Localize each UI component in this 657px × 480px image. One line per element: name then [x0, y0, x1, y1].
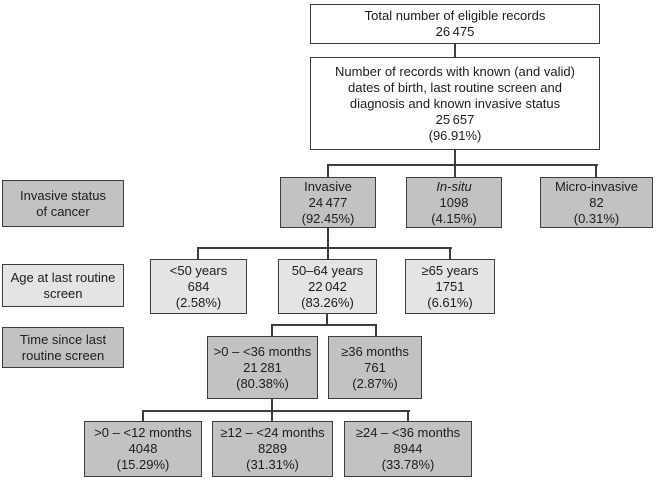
row-label-text: routine screen: [21, 347, 105, 363]
node-count: 21 281: [243, 359, 282, 375]
node-percent: (92.45%): [301, 210, 355, 226]
row-label-invasive-status: Invasive status of cancer: [2, 180, 124, 227]
node-valid-count: 25 657: [435, 111, 475, 127]
node-label: ≥12 – <24 months: [220, 425, 325, 440]
connector-row3-horizontal: [327, 164, 598, 166]
connector-months-horizontal: [142, 410, 410, 412]
node-percent: (31.31%): [246, 457, 299, 472]
row-label-text: Invasive status: [20, 187, 106, 203]
connector-age5064-down: [326, 314, 328, 326]
node-label: >0 – <36 months: [213, 343, 312, 359]
connector-age-right-stub: [449, 247, 451, 259]
node-months-0-12: >0 – <12 months 4048 (15.29%): [84, 421, 202, 477]
node-age-under-50: <50 years 684 (2.58%): [150, 259, 247, 314]
connector-months-mid-stub: [271, 410, 273, 421]
node-count: 1751: [435, 278, 465, 294]
node-label: In-situ: [436, 178, 472, 194]
row-label-text: Age at last routine: [10, 269, 116, 285]
node-total-label: Total number of eligible records: [364, 8, 546, 23]
row-label-text: of cancer: [36, 203, 90, 219]
node-count: 8289: [258, 441, 287, 456]
connector-invasive-down: [327, 228, 329, 249]
node-percent: (4.15%): [431, 210, 477, 226]
node-label: ≥36 months: [341, 343, 409, 359]
connector-time-right-stub: [375, 324, 377, 336]
node-time-0-36: >0 – <36 months 21 281 (80.38%): [207, 336, 318, 399]
connector-row3-left-stub: [327, 164, 329, 177]
node-total-records: Total number of eligible records 26 475: [310, 4, 600, 44]
connector-age-left-stub: [197, 247, 199, 259]
row-label-text: screen: [43, 285, 83, 301]
node-label: 50–64 years: [291, 262, 364, 278]
connector-months-right-stub: [407, 410, 409, 421]
connector-row3-right-stub: [595, 164, 597, 177]
connector-time-horizontal: [271, 324, 377, 326]
node-count: 4048: [128, 441, 158, 456]
node-valid-line: Number of records with known (and valid): [335, 63, 575, 79]
row-label-text: Time since last: [19, 331, 107, 347]
node-percent: (83.26%): [301, 294, 354, 310]
node-percent: (2.58%): [175, 294, 222, 310]
node-percent: (6.61%): [427, 294, 473, 310]
node-valid-percent: (96.91%): [428, 127, 482, 143]
row-label-time: Time since last routine screen: [2, 327, 124, 368]
node-label: Micro-invasive: [554, 178, 639, 194]
node-invasive: Invasive 24 477 (92.45%): [280, 177, 376, 228]
node-valid-records: Number of records with known (and valid)…: [310, 57, 600, 150]
node-percent: (80.38%): [236, 375, 289, 391]
node-percent: (15.29%): [116, 457, 170, 472]
node-count: 24 477: [308, 194, 348, 210]
node-time-36-plus: ≥36 months 761 (2.87%): [328, 336, 422, 399]
node-label: <50 years: [169, 262, 228, 278]
node-label: ≥65 years: [421, 262, 479, 278]
node-age-65-plus: ≥65 years 1751 (6.61%): [405, 259, 495, 314]
connector-total-valid: [454, 44, 456, 58]
connector-row3-mid-stub: [454, 164, 456, 177]
node-valid-line: dates of birth, last routine screen and: [348, 79, 562, 95]
node-months-24-36: ≥24 – <36 months 8944 (33.78%): [344, 421, 472, 477]
node-total-count: 26 475: [435, 24, 475, 39]
node-label: >0 – <12 months: [94, 425, 192, 440]
node-count: 1098: [439, 194, 469, 210]
node-label: ≥24 – <36 months: [355, 425, 461, 440]
node-months-12-24: ≥12 – <24 months 8289 (31.31%): [212, 421, 333, 477]
node-in-situ: In-situ 1098 (4.15%): [406, 177, 502, 228]
connector-time036-down: [271, 399, 273, 412]
connector-age-mid-stub: [327, 247, 329, 259]
connector-time-left-stub: [271, 324, 273, 336]
node-age-50-64: 50–64 years 22 042 (83.26%): [278, 259, 377, 314]
node-percent: (33.78%): [381, 457, 435, 472]
node-count: 82: [589, 194, 604, 210]
row-label-age: Age at last routine screen: [2, 264, 124, 307]
node-count: 22 042: [308, 278, 347, 294]
node-micro-invasive: Micro-invasive 82 (0.31%): [540, 177, 653, 228]
node-count: 8944: [393, 441, 423, 456]
node-count: 761: [364, 359, 386, 375]
node-label: Invasive: [304, 178, 352, 194]
connector-valid-down: [454, 150, 456, 166]
connector-months-left-stub: [142, 410, 144, 421]
node-count: 684: [187, 278, 210, 294]
connector-age-horizontal: [197, 247, 452, 249]
node-percent: (0.31%): [573, 210, 620, 226]
node-percent: (2.87%): [352, 375, 398, 391]
node-valid-line: diagnosis and known invasive status: [349, 95, 561, 111]
